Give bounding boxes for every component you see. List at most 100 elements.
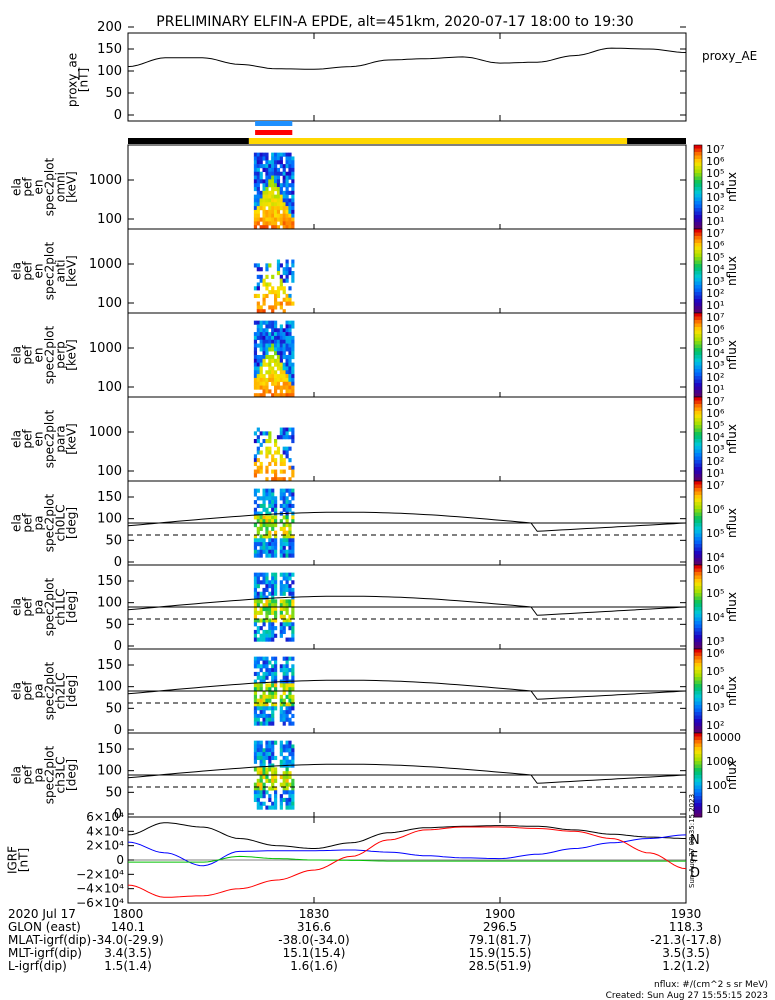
spectrogram-cell [291, 175, 295, 180]
spectrogram-cell [274, 660, 278, 665]
spectrogram-cell [271, 805, 275, 810]
spectrogram-cell [274, 626, 278, 631]
ytick-label: 0 [116, 853, 124, 867]
spectrogram-cell [288, 503, 292, 509]
spectrogram-cell [265, 778, 269, 783]
ylabel-line: nflux [725, 340, 739, 370]
colorbar-tick: 10⁷ [706, 479, 724, 492]
spectrogram-cell [268, 523, 272, 528]
spectrogram-cell [276, 156, 281, 161]
ytick-label: 100 [97, 464, 122, 479]
spectrogram-cell [262, 587, 266, 593]
spectrogram-cell [271, 187, 275, 192]
spectrogram-cell [271, 622, 275, 627]
spectrogram-cell [256, 794, 260, 799]
spectrogram-cell [262, 293, 266, 299]
colorbar-segment [694, 169, 702, 174]
spectrogram-cell [291, 591, 295, 596]
spectrogram-cell [268, 503, 272, 509]
spectrogram-cell [282, 549, 286, 554]
spectrogram-cell [271, 503, 275, 509]
spectrogram-cell [274, 328, 278, 333]
spectrogram-cell [256, 332, 260, 337]
spectrogram-cell [271, 492, 275, 497]
colorbar-segment [694, 148, 702, 153]
spectrogram-cell [276, 335, 281, 341]
spectrogram-cell [262, 717, 266, 722]
spectrogram-cell [288, 549, 292, 554]
colorbar-segment [694, 281, 702, 286]
spectrogram-cell [274, 572, 278, 577]
spectrogram-cell [262, 385, 266, 390]
spectrogram-cell [256, 221, 260, 226]
spectrogram-cell [256, 355, 260, 360]
spectrogram-cell [271, 801, 275, 806]
colorbar-segment [694, 351, 702, 356]
spectrogram-cell [282, 194, 286, 199]
spectrogram-cell [253, 160, 258, 165]
spectrogram-cell [271, 691, 275, 696]
spectrogram-cell [256, 553, 260, 558]
spectrogram-cell [288, 213, 292, 218]
spectrogram-cell [279, 362, 283, 367]
ylabel-line: pef [21, 261, 35, 281]
spectrogram-cell [268, 362, 272, 367]
spectrogram-cell [256, 526, 260, 531]
spectrogram-cell [282, 626, 286, 631]
spectrogram-cell [282, 607, 286, 612]
spectrogram-cell [256, 286, 260, 291]
spectrogram-cell [259, 534, 263, 539]
spectrogram-cell [288, 603, 292, 608]
spectrogram-cell [274, 473, 278, 478]
spectrogram-cell [253, 752, 258, 757]
spectrogram-cell [282, 775, 286, 780]
spectrogram-cell [265, 213, 269, 218]
spectrogram-cell [274, 194, 278, 199]
spectrogram-cell [268, 377, 272, 383]
spectrogram-cell [253, 679, 258, 684]
colorbar-segment [694, 624, 702, 629]
colorbar-segment [694, 323, 702, 328]
spectrogram-cell [256, 377, 260, 383]
colorbar-label: nflux [725, 508, 739, 538]
spectrogram-cell [271, 290, 275, 295]
spectrogram-cell [259, 607, 263, 612]
spectrogram-cell [271, 545, 275, 551]
spectrogram-cell [285, 782, 289, 787]
spectrogram-cell [253, 221, 258, 226]
spectrogram-cell [279, 213, 283, 218]
spectrogram-cell [265, 164, 269, 169]
spectrogram-cell [256, 175, 260, 180]
spectrogram-cell [285, 778, 289, 783]
colorbar-label: nflux [725, 592, 739, 622]
spectrogram-cell [259, 347, 263, 352]
colorbar-tick: 10² [706, 455, 724, 468]
spectrogram-cell [253, 183, 258, 188]
spectrogram-cell [291, 683, 295, 688]
spectrogram-cell [265, 328, 269, 333]
spectrogram-cell [271, 213, 275, 218]
colorbar-segment [694, 449, 702, 454]
ylabel-line: ela [10, 346, 24, 364]
ylabel-line: ela [10, 430, 24, 448]
spectrogram-cell [288, 698, 292, 703]
ytick-label: 150 [97, 42, 122, 57]
colorbar-segment [694, 432, 702, 436]
spectrogram-cell [265, 446, 269, 451]
spectrogram-cell [279, 160, 283, 165]
spectrogram-cell [271, 523, 275, 528]
spectrogram-cell [291, 794, 295, 799]
spectrogram-cell [291, 759, 295, 764]
colorbar-segment [694, 372, 702, 377]
spectrogram-cell [265, 286, 269, 291]
spectrogram-cell [291, 194, 295, 199]
loss-cone-line [127, 679, 687, 700]
spectrogram-cell [262, 752, 266, 757]
spectrogram-cell [274, 591, 278, 596]
spectrogram-cell [285, 668, 289, 673]
spectrogram-cell [271, 198, 275, 203]
spectrogram-cell [274, 442, 278, 447]
colorbar-segment [694, 775, 702, 779]
ylabel-line: anti [54, 260, 68, 283]
